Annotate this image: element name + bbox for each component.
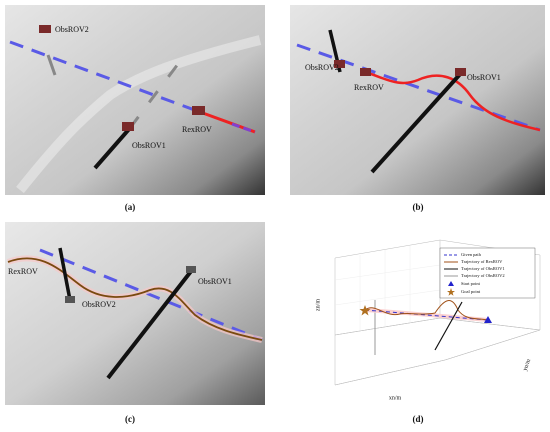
vehicle-label: ObsROV1 [198, 277, 232, 286]
panel-a: ObsROV2 ObsROV1 RexROV (a) [5, 5, 265, 212]
axis-label: yn/m [522, 358, 532, 372]
caption: (b) [413, 202, 424, 212]
legend-swatch [447, 288, 455, 296]
legend: Given path Trajectory of RexROV Trajecto… [439, 247, 536, 299]
goal-point [359, 305, 371, 316]
box-floor [334, 317, 541, 386]
rod-dashed [46, 54, 57, 76]
trajectory [364, 300, 489, 321]
legend-box [439, 247, 536, 299]
vehicle [186, 266, 196, 273]
vehicle [360, 68, 371, 76]
vehicle-label: ObsROV2 [55, 25, 89, 34]
vehicle [455, 68, 466, 76]
scene-background [5, 222, 265, 405]
vehicle [192, 106, 205, 115]
vehicle-label: RexROV [182, 125, 212, 134]
vehicle-label: ObsROV2 [82, 300, 116, 309]
vehicle-label: ObsROV2 [305, 63, 339, 72]
rod [93, 126, 132, 170]
axis-label: zn/m [315, 299, 321, 311]
rod [58, 247, 72, 301]
obs-rod-1 [434, 301, 463, 351]
vehicle [65, 296, 75, 303]
legend-label: Start point [461, 281, 481, 286]
box-edge [334, 359, 446, 386]
grid [334, 246, 441, 331]
vehicle [334, 60, 345, 68]
rod-dashed [128, 63, 180, 129]
terrain-ridge [16, 35, 262, 194]
vehicle-label: ObsROV1 [467, 73, 501, 82]
given-path [39, 248, 263, 342]
scene-background [290, 5, 545, 195]
given-path [296, 43, 541, 132]
caption: (c) [125, 414, 135, 424]
legend-label: Given path [461, 252, 482, 257]
vehicle [39, 25, 51, 33]
axis-label: xn/m [389, 395, 402, 401]
rod [106, 268, 194, 380]
legend-label: Trajectory of ObsROV1 [461, 266, 505, 271]
panel-b: ObsROV2 RexROV ObsROV1 (b) [290, 5, 545, 212]
vehicle-label: RexROV [8, 267, 38, 276]
caption: (a) [125, 202, 136, 212]
box-edge [444, 329, 541, 361]
legend-label: Trajectory of RexROV [461, 259, 503, 264]
panel-d: Given path Trajectory of RexROV Trajecto… [315, 239, 541, 424]
vehicle-label: RexROV [354, 83, 384, 92]
given-path [231, 122, 256, 134]
given-path [9, 40, 201, 114]
plot-box [334, 239, 541, 386]
trajectory [7, 257, 263, 341]
caption: (d) [413, 414, 424, 424]
rod [370, 70, 464, 174]
legend-label: Goal point [461, 289, 481, 294]
panel-c: RexROV ObsROV2 ObsROV1 (c) [5, 222, 265, 424]
vehicle-label: ObsROV1 [132, 141, 166, 150]
start-point [484, 316, 492, 323]
legend-label: Trajectory of ObsROV2 [461, 273, 505, 278]
legend-swatch [448, 281, 454, 286]
vehicle [122, 122, 134, 131]
